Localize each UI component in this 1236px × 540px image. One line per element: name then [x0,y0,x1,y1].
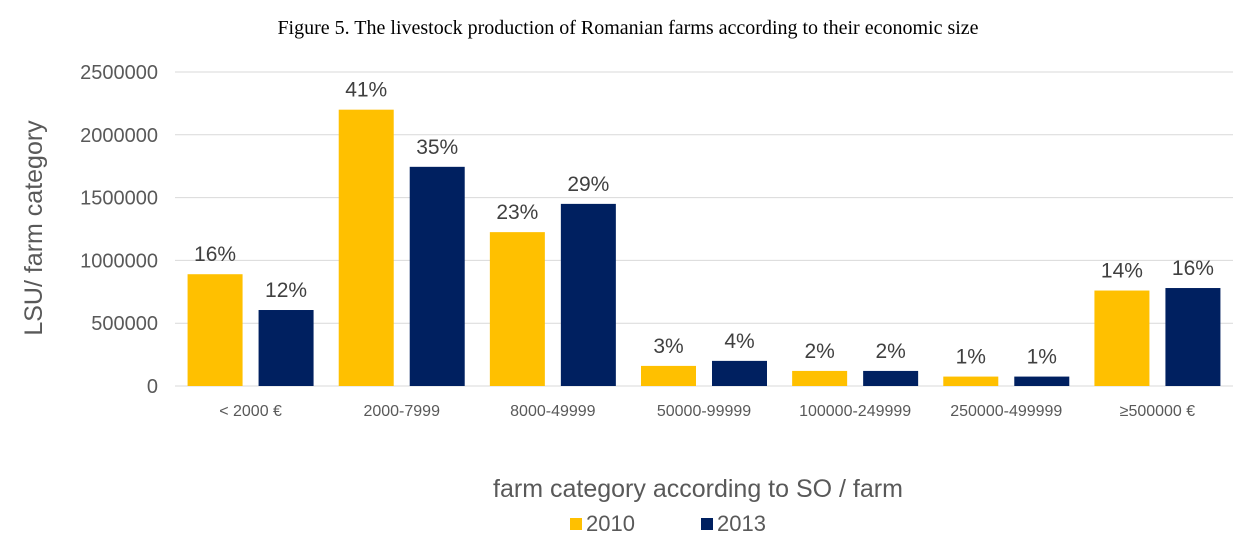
y-tick-label: 1500000 [80,188,158,210]
x-tick-label: 100000-249999 [799,403,911,420]
data-label: 29% [567,173,609,196]
bar-2010 [943,376,999,386]
bar-2013 [258,310,314,386]
data-label: 16% [1172,257,1214,280]
bar-2013 [560,203,616,386]
bar-2013 [712,360,767,386]
y-tick-label: 500000 [91,313,158,335]
y-tick-label: 0 [147,376,158,398]
data-label: 2% [875,340,905,363]
x-axis-ticks: < 2000 € 2000-7999 8000-49999 50000-99999 10… [219,403,1195,420]
chart-title: Figure 5. The livestock production of Ro… [277,17,978,39]
x-tick-label: 2000-7999 [363,403,440,420]
data-label: 16% [194,243,236,266]
legend-label: 2013 [717,511,766,536]
bar-2010 [792,370,848,386]
data-label: 41% [345,79,387,102]
y-tick-label: 1000000 [80,250,158,272]
data-label: 23% [496,201,538,224]
data-label: 1% [956,346,986,369]
data-labels: 16% 12% 41% 35% 23% 29% 3% 4% 2% 2% 1% 1% 14% 16% [194,79,1214,369]
bars [187,109,1221,387]
data-label: 4% [724,330,754,353]
x-tick-label: 250000-499999 [950,403,1062,420]
data-label: 35% [416,136,458,159]
bar-2010 [641,365,696,386]
bar-2013 [1165,288,1221,386]
bar-2013 [1014,376,1070,386]
x-tick-label: 50000-99999 [657,403,751,420]
y-tick-label: 2500000 [80,62,158,84]
y-tick-label: 2000000 [80,125,158,147]
legend-label: 2010 [586,511,635,536]
gridlines [175,71,1233,387]
data-label: 12% [265,279,307,302]
data-label: 2% [804,340,834,363]
bar-2013 [409,166,465,386]
bar-2010 [1094,290,1150,386]
y-axis-ticks: 0 500000 1000000 1500000 2000000 2500000 [80,62,158,398]
x-axis-label: farm category according to SO / farm [493,475,903,503]
x-tick-label: < 2000 € [219,403,282,420]
x-tick-label: ≥500000 € [1120,403,1196,420]
bar-2010 [187,274,243,386]
x-tick-label: 8000-49999 [510,403,596,420]
bar-2013 [863,370,919,386]
bar-2010 [489,232,545,386]
data-label: 1% [1027,346,1057,369]
y-axis-label: LSU/ farm category [20,120,48,336]
bar-2010 [338,109,394,387]
legend-swatch [570,518,582,530]
legend: 2010 2013 [570,511,766,536]
legend-swatch [701,518,713,530]
data-label: 14% [1101,260,1143,283]
data-label: 3% [653,335,683,358]
